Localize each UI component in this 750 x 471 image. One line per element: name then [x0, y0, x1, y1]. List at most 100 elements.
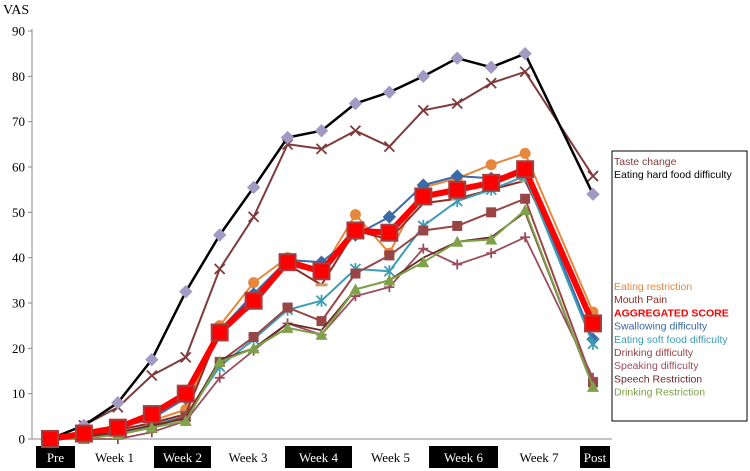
y-tick-label: 30	[12, 296, 25, 311]
y-tick-label: 90	[12, 24, 25, 39]
point-eating-restriction	[485, 159, 497, 171]
legend-entry-aggregated-score: AGGREGATED SCORE	[614, 307, 729, 319]
point-taste-change	[146, 369, 158, 382]
point-drinking-restriction	[417, 256, 430, 268]
point-taste-change	[451, 97, 463, 110]
point-eating-hard-food-difficulty	[280, 130, 295, 145]
x-tick-box	[285, 446, 352, 468]
point-drinking-restriction	[451, 235, 464, 247]
x-tick-week-1: Week 1	[95, 450, 134, 465]
legend-entry-swallowing-difficulty: Swallowing difficulty	[614, 321, 708, 333]
point-taste-change	[383, 140, 396, 153]
point-eating-hard-food-difficulty	[212, 228, 227, 242]
legend-entry-drinking-restriction: Drinking Restriction	[614, 387, 705, 399]
point-aggregated-score	[312, 262, 331, 281]
point-aggregated-score	[176, 384, 195, 403]
point-drinking-difficulty	[486, 207, 497, 218]
point-drinking-restriction	[145, 421, 158, 433]
series-eating-soft-food-difficulty	[44, 170, 599, 445]
point-aggregated-score	[414, 187, 433, 206]
point-eating-hard-food-difficulty	[179, 284, 193, 299]
axes	[31, 29, 612, 440]
x-tick-label: Week 6	[444, 450, 484, 465]
point-drinking-difficulty	[350, 268, 361, 279]
x-tick-label: Week 1	[95, 450, 134, 465]
point-drinking-restriction	[247, 342, 260, 354]
y-tick-label: 70	[12, 114, 25, 129]
legend-entry-eating-soft-food-difficulty: Eating soft food difficulty	[614, 334, 728, 346]
point-drinking-restriction	[519, 204, 532, 216]
point-aggregated-score	[244, 291, 263, 310]
point-aggregated-score	[584, 314, 602, 333]
point-drinking-difficulty	[452, 220, 463, 231]
point-eating-hard-food-difficulty	[314, 124, 329, 138]
point-swallowing-difficulty	[382, 210, 397, 224]
series-eating-hard-food-difficulty	[43, 46, 600, 446]
point-eating-restriction	[349, 209, 361, 221]
point-taste-change	[587, 170, 599, 182]
point-drinking-restriction	[485, 233, 498, 245]
point-aggregated-score	[346, 221, 365, 240]
line-speech-restriction	[49, 211, 594, 440]
point-eating-hard-food-difficulty	[246, 180, 261, 195]
point-eating-hard-food-difficulty	[484, 60, 498, 74]
point-drinking-difficulty	[282, 302, 293, 313]
series-speech-restriction	[49, 211, 594, 440]
point-aggregated-score	[448, 180, 467, 199]
point-aggregated-score	[210, 323, 229, 342]
point-eating-soft-food-difficulty	[315, 294, 328, 307]
line-taste-change	[49, 70, 594, 440]
series-aggregated-score	[41, 160, 602, 448]
x-tick-week-6: Week 6	[429, 446, 498, 468]
legend-entry-taste-change: Taste change	[614, 156, 677, 168]
point-drinking-difficulty	[248, 332, 259, 342]
point-eating-hard-food-difficulty	[416, 69, 431, 84]
point-speaking-difficulty	[418, 243, 429, 254]
point-taste-change	[180, 351, 192, 364]
series-layer	[41, 46, 602, 448]
series-taste-change	[44, 66, 599, 445]
line-eating-soft-food-difficulty	[49, 175, 594, 440]
point-aggregated-score	[41, 430, 59, 448]
legend-box	[611, 150, 748, 422]
point-drinking-restriction	[315, 328, 328, 340]
x-tick-label: Pre	[47, 450, 65, 465]
legend-entry-eating-restriction: Eating restriction	[614, 281, 692, 293]
y-tick-labels: 0 10 20 30 40 50 60 70 80 90	[12, 24, 32, 447]
x-tick-pre: Pre	[36, 446, 75, 468]
x-tick-label: Week 3	[228, 450, 267, 465]
y-tick-label: 40	[12, 250, 25, 265]
point-eating-hard-food-difficulty	[348, 96, 363, 111]
point-eating-hard-food-difficulty	[450, 51, 464, 65]
point-eating-restriction	[248, 277, 260, 289]
point-speaking-difficulty	[452, 259, 463, 270]
x-tick-label: Week 4	[299, 450, 339, 465]
point-aggregated-score	[74, 424, 93, 443]
point-aggregated-score	[516, 160, 535, 179]
y-tick-label: 80	[12, 69, 25, 84]
x-tick-box	[429, 446, 498, 468]
line-drinking-restriction	[50, 209, 594, 440]
point-drinking-restriction	[349, 283, 362, 295]
x-tick-label: Post	[584, 450, 607, 465]
x-tick-box	[36, 446, 75, 468]
point-drinking-restriction	[281, 321, 294, 333]
x-tick-week-4: Week 4	[285, 446, 352, 468]
point-speaking-difficulty	[520, 232, 531, 243]
point-eating-soft-food-difficulty	[587, 337, 599, 350]
point-mouth-pain	[315, 283, 328, 287]
point-eating-hard-food-difficulty	[586, 187, 600, 201]
point-drinking-difficulty	[384, 250, 395, 261]
y-tick-label: 0	[19, 432, 26, 447]
point-aggregated-score	[482, 173, 501, 192]
y-tick-label: 20	[12, 341, 25, 356]
x-tick-week-3: Week 3	[228, 450, 267, 465]
legend-entry-speech-restriction: Speech Restriction	[614, 373, 702, 385]
y-tick-label: 10	[12, 386, 25, 401]
point-taste-change	[519, 66, 531, 78]
point-aggregated-score	[278, 253, 297, 272]
legend-entry-speaking-difficulty: Speaking difficulty	[614, 360, 699, 372]
point-taste-change	[485, 77, 497, 89]
